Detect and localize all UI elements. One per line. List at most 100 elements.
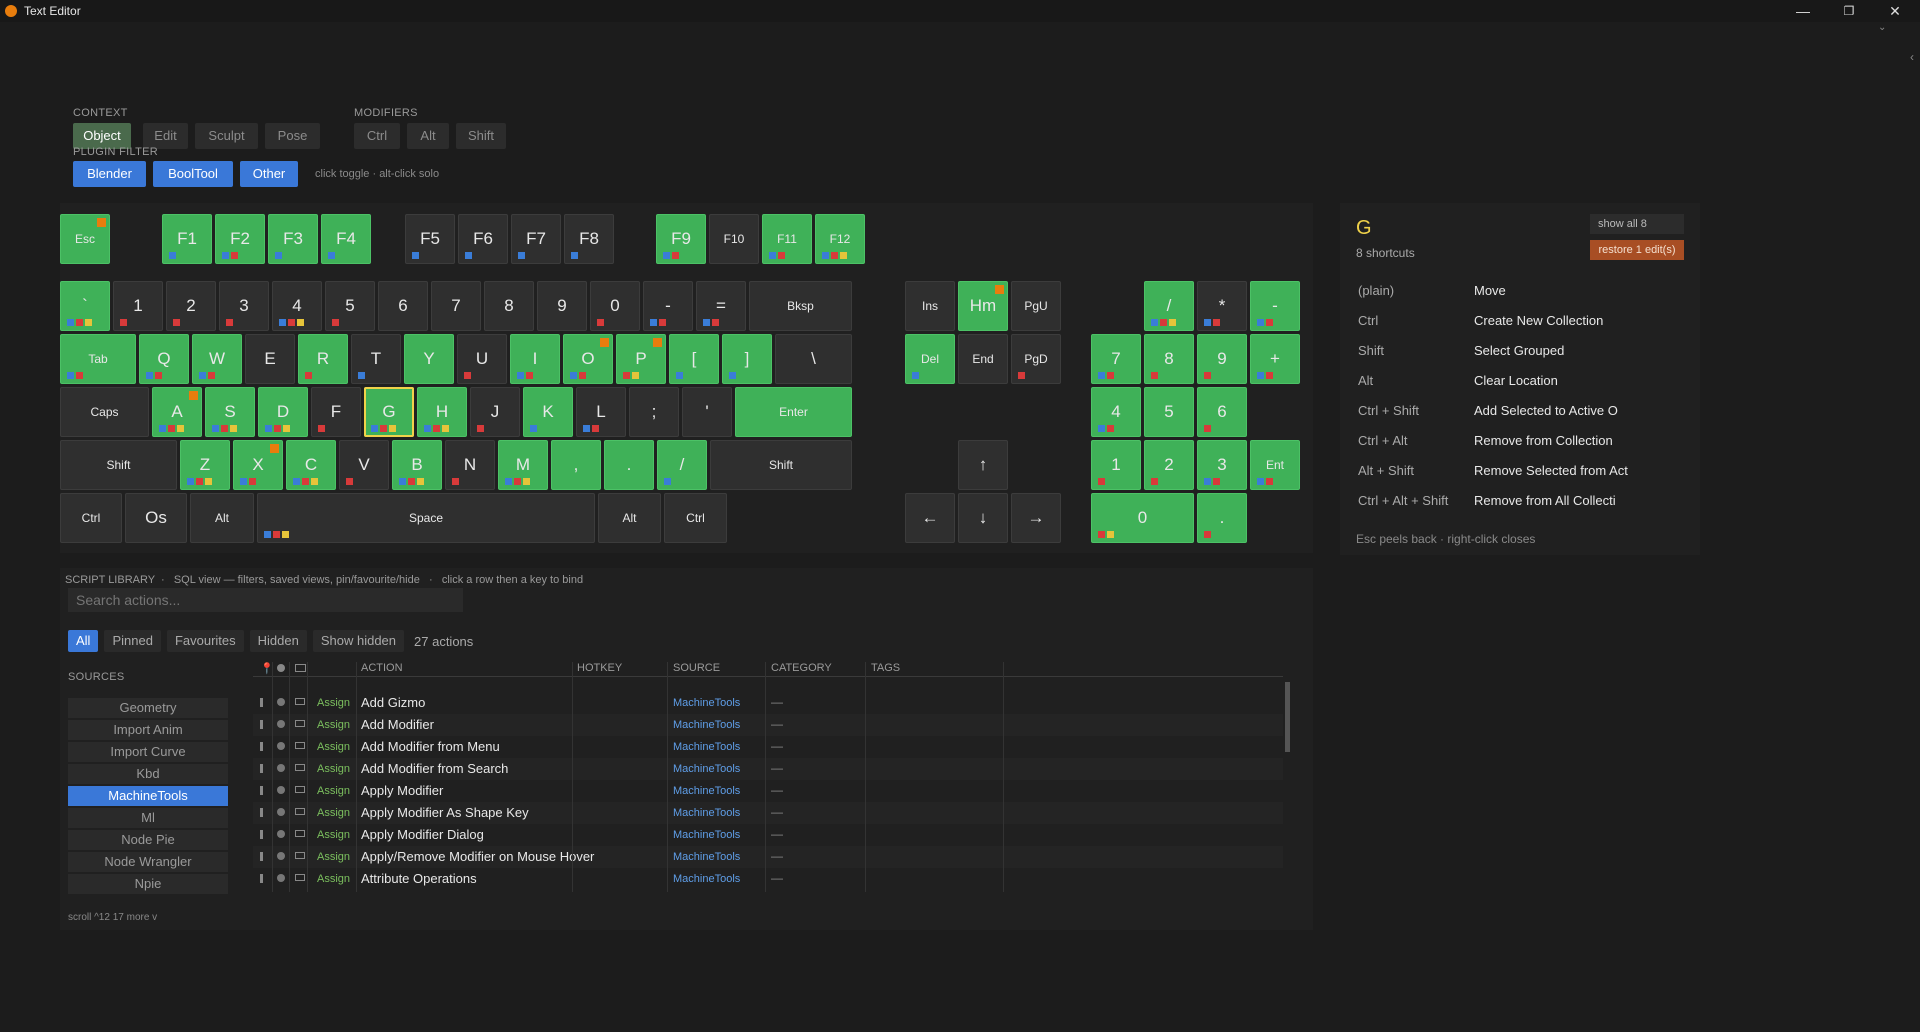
source-item-kbd[interactable]: Kbd <box>68 764 228 784</box>
key-p-key[interactable]: P <box>616 334 666 384</box>
table-row[interactable]: Assign Add Modifier from Search MachineToo… <box>253 758 1283 780</box>
key-b-key[interactable]: B <box>392 440 442 490</box>
key-0-key[interactable]: 0 <box>590 281 640 331</box>
numpad-1-key[interactable]: 1 <box>1091 440 1141 490</box>
key-f8-key[interactable]: F8 <box>564 214 614 264</box>
key-f12-key[interactable]: F12 <box>815 214 865 264</box>
hide-icon[interactable] <box>295 698 305 705</box>
numpad-ent-key[interactable]: Ent <box>1250 440 1300 490</box>
assign-button[interactable]: Assign <box>317 785 351 797</box>
key-8-key[interactable]: 8 <box>484 281 534 331</box>
key-space-key[interactable]: Space <box>257 493 595 543</box>
favourite-icon[interactable] <box>277 720 285 728</box>
chevron-down-icon[interactable]: ⌄ <box>1878 22 1887 33</box>
key-os-key[interactable]: Os <box>125 493 187 543</box>
pin-icon[interactable] <box>260 852 263 861</box>
key-tab-key[interactable]: Tab <box>60 334 136 384</box>
key-pgd-key[interactable]: PgD <box>1011 334 1061 384</box>
pin-icon[interactable] <box>260 742 263 751</box>
hide-icon[interactable] <box>295 764 305 771</box>
key-u-key[interactable]: U <box>457 334 507 384</box>
table-row[interactable]: Assign Add Modifier MachineTools — <box>253 714 1283 736</box>
key-equals-key[interactable]: = <box>696 281 746 331</box>
key-e-key[interactable]: E <box>245 334 295 384</box>
assign-button[interactable]: Assign <box>317 719 351 731</box>
source-item-import-curve[interactable]: Import Curve <box>68 742 228 762</box>
arrow-down-key[interactable]: ↓ <box>958 493 1008 543</box>
key-rbracket-key[interactable]: ] <box>722 334 772 384</box>
col-category[interactable]: CATEGORY <box>771 662 832 674</box>
shortcut-action[interactable]: Remove Selected from Act <box>1474 463 1628 478</box>
key-j-key[interactable]: J <box>470 387 520 437</box>
pin-icon[interactable] <box>260 786 263 795</box>
context-sculpt-button[interactable]: Sculpt <box>195 123 258 149</box>
tab-pinned[interactable]: Pinned <box>104 630 161 652</box>
key-y-key[interactable]: Y <box>404 334 454 384</box>
hide-icon[interactable] <box>295 786 305 793</box>
maximize-button[interactable]: ❐ <box>1843 4 1855 18</box>
shortcut-action[interactable]: Remove from All Collecti <box>1474 493 1616 508</box>
key-f1-key[interactable]: F1 <box>162 214 212 264</box>
key-a-key[interactable]: A <box>152 387 202 437</box>
table-row[interactable]: Assign Apply/Remove Modifier on Mouse Hov… <box>253 846 1283 868</box>
key-pgu-key[interactable]: PgU <box>1011 281 1061 331</box>
numpad-minus-key[interactable]: - <box>1250 281 1300 331</box>
key-f11-key[interactable]: F11 <box>762 214 812 264</box>
show-all-button[interactable]: show all 8 <box>1590 214 1684 234</box>
key-3-key[interactable]: 3 <box>219 281 269 331</box>
key-w-key[interactable]: W <box>192 334 242 384</box>
key-s-key[interactable]: S <box>205 387 255 437</box>
key-alt-key[interactable]: Alt <box>598 493 661 543</box>
favourite-icon[interactable] <box>277 852 285 860</box>
key-x-key[interactable]: X <box>233 440 283 490</box>
key-alt-key[interactable]: Alt <box>190 493 254 543</box>
numpad-8-key[interactable]: 8 <box>1144 334 1194 384</box>
pin-icon[interactable] <box>260 698 263 707</box>
pin-icon[interactable] <box>260 764 263 773</box>
key-5-key[interactable]: 5 <box>325 281 375 331</box>
key-ctrl-key[interactable]: Ctrl <box>60 493 122 543</box>
hide-icon[interactable] <box>295 830 305 837</box>
key-f7-key[interactable]: F7 <box>511 214 561 264</box>
key-l-key[interactable]: L <box>576 387 626 437</box>
shortcut-action[interactable]: Create New Collection <box>1474 313 1604 328</box>
close-button[interactable]: ✕ <box>1889 3 1901 19</box>
shortcut-action[interactable]: Remove from Collection <box>1474 433 1613 448</box>
key-f9-key[interactable]: F9 <box>656 214 706 264</box>
shortcut-action[interactable]: Add Selected to Active O <box>1474 403 1618 418</box>
key-f6-key[interactable]: F6 <box>458 214 508 264</box>
shortcut-action[interactable]: Select Grouped <box>1474 343 1565 358</box>
source-item-ml[interactable]: Ml <box>68 808 228 828</box>
plugin-blender-button[interactable]: Blender <box>73 161 146 187</box>
key-lbracket-key[interactable]: [ <box>669 334 719 384</box>
numpad-slash-key[interactable]: / <box>1144 281 1194 331</box>
key-f-key[interactable]: F <box>311 387 361 437</box>
numpad-plus-key[interactable]: + <box>1250 334 1300 384</box>
key-n-key[interactable]: N <box>445 440 495 490</box>
shortcut-action[interactable]: Clear Location <box>1474 373 1558 388</box>
show-hidden-toggle[interactable]: Show hidden <box>312 630 405 652</box>
favourite-icon[interactable] <box>277 808 285 816</box>
assign-button[interactable]: Assign <box>317 807 351 819</box>
source-item-node-wrangler[interactable]: Node Wrangler <box>68 852 228 872</box>
numpad-4-key[interactable]: 4 <box>1091 387 1141 437</box>
key-f4-key[interactable]: F4 <box>321 214 371 264</box>
key-hm-key[interactable]: Hm <box>958 281 1008 331</box>
chevron-left-icon[interactable]: ‹ <box>1910 50 1914 64</box>
key-slash-key[interactable]: / <box>657 440 707 490</box>
col-tags[interactable]: TAGS <box>871 662 901 674</box>
numpad-0-key[interactable]: 0 <box>1091 493 1194 543</box>
assign-button[interactable]: Assign <box>317 741 351 753</box>
plugin-other-button[interactable]: Other <box>240 161 298 187</box>
key-quote-key[interactable]: ' <box>682 387 732 437</box>
favourite-icon[interactable] <box>277 698 285 706</box>
assign-button[interactable]: Assign <box>317 697 351 709</box>
key-shift-key[interactable]: Shift <box>60 440 177 490</box>
source-item-machinetools[interactable]: MachineTools <box>68 786 228 806</box>
key-esc-key[interactable]: Esc <box>60 214 110 264</box>
key-m-key[interactable]: M <box>498 440 548 490</box>
modifier-alt-button[interactable]: Alt <box>407 123 449 149</box>
key-r-key[interactable]: R <box>298 334 348 384</box>
key-v-key[interactable]: V <box>339 440 389 490</box>
key-minus-key[interactable]: - <box>643 281 693 331</box>
